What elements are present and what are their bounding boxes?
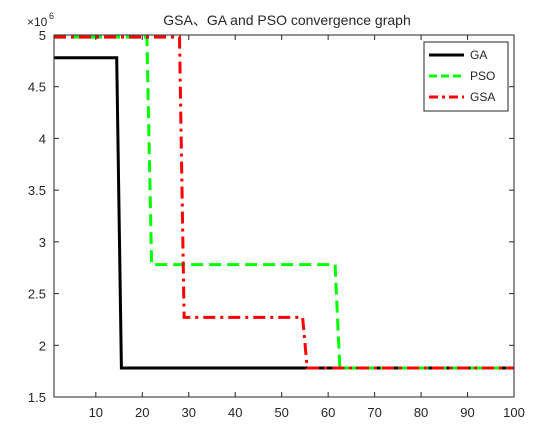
x-tick-label: 40 <box>228 405 242 420</box>
series-layer <box>54 35 514 370</box>
y-tick-label: 4.5 <box>28 80 46 95</box>
y-tick-label: 5 <box>39 28 46 43</box>
legend-label-gsa: GSA <box>470 90 495 104</box>
x-tick-label: 80 <box>414 405 428 420</box>
legend-box <box>423 41 509 112</box>
y-tick-label: 3.5 <box>28 183 46 198</box>
y-tick-label: 4 <box>39 131 46 146</box>
y-multiplier-exp: 6 <box>49 11 54 21</box>
y-multiplier-base: ×10 <box>27 15 48 29</box>
x-tick-label: 60 <box>321 405 335 420</box>
y-axis-multiplier: ×10 6 <box>27 11 54 29</box>
axes-box <box>53 34 515 398</box>
x-tick-label: 10 <box>89 405 103 420</box>
legend-label-ga: GA <box>470 48 487 62</box>
y-tick-label: 1.5 <box>28 390 46 405</box>
x-tick-label: 100 <box>503 405 525 420</box>
x-tick-label: 20 <box>135 405 149 420</box>
chart-title: GSA、GA and PSO convergence graph <box>163 12 410 28</box>
series-line-gsa <box>54 35 514 370</box>
axes-layer: 10 20 30 40 50 60 70 80 90 100 1.5 2 2.5 3 3.5 4 4.5 5 <box>28 28 525 420</box>
y-tick-label: 3 <box>39 235 46 250</box>
y-tick-label: 2.5 <box>28 287 46 302</box>
legend: GA PSO GSA <box>423 41 509 112</box>
x-tick-label: 30 <box>182 405 196 420</box>
x-tick-label: 50 <box>274 405 288 420</box>
x-tick-label: 90 <box>460 405 474 420</box>
x-tick-label: 70 <box>367 405 381 420</box>
y-tick-label: 2 <box>39 338 46 353</box>
legend-label-pso: PSO <box>470 69 495 83</box>
